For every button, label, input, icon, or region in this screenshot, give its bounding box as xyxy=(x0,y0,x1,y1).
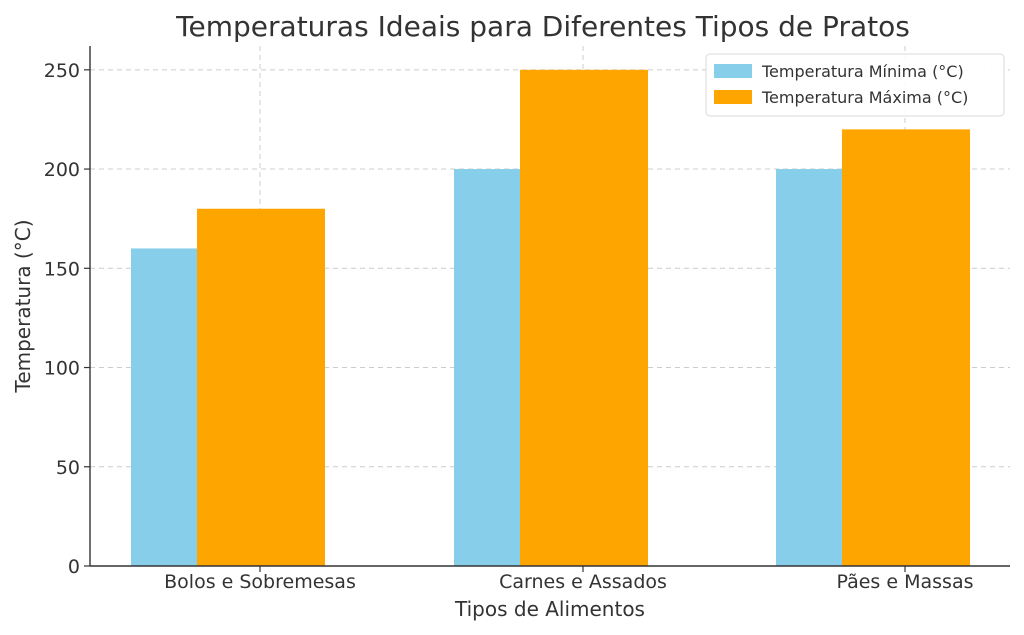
legend-label-0: Temperatura Mínima (°C) xyxy=(761,62,964,81)
x-tick-label: Bolos e Sobremesas xyxy=(164,571,356,593)
y-tick-label: 200 xyxy=(44,159,80,181)
legend-label-1: Temperatura Máxima (°C) xyxy=(761,88,968,107)
x-axis-label: Tipos de Alimentos xyxy=(454,597,645,621)
y-tick-label: 0 xyxy=(68,556,80,578)
legend-swatch-1 xyxy=(714,90,752,104)
bar-max-2 xyxy=(842,129,970,567)
x-tick-labels: Bolos e Sobremesas Carnes e Assados Pães e… xyxy=(164,571,973,593)
y-tick-labels: 0 50 100 150 200 250 xyxy=(44,60,80,578)
chart-title: Temperaturas Ideais para Diferentes Tipo… xyxy=(175,10,910,43)
y-axis-label: Temperatura (°C) xyxy=(11,219,35,393)
axes xyxy=(84,46,1010,572)
bars xyxy=(131,69,970,567)
legend-box xyxy=(705,53,1005,117)
y-tick-label: 250 xyxy=(44,60,80,82)
x-tick-label: Carnes e Assados xyxy=(499,571,667,593)
legend: Temperatura Mínima (°C) Temperatura Máxim… xyxy=(705,53,1005,117)
y-tick-label: 100 xyxy=(44,358,80,380)
x-tick-label: Pães e Massas xyxy=(837,571,974,593)
bar-max-1 xyxy=(520,69,648,566)
y-tick-label: 50 xyxy=(56,457,80,479)
legend-swatch-0 xyxy=(714,64,752,78)
y-tick-label: 150 xyxy=(44,258,80,280)
bar-max-0 xyxy=(197,208,325,566)
